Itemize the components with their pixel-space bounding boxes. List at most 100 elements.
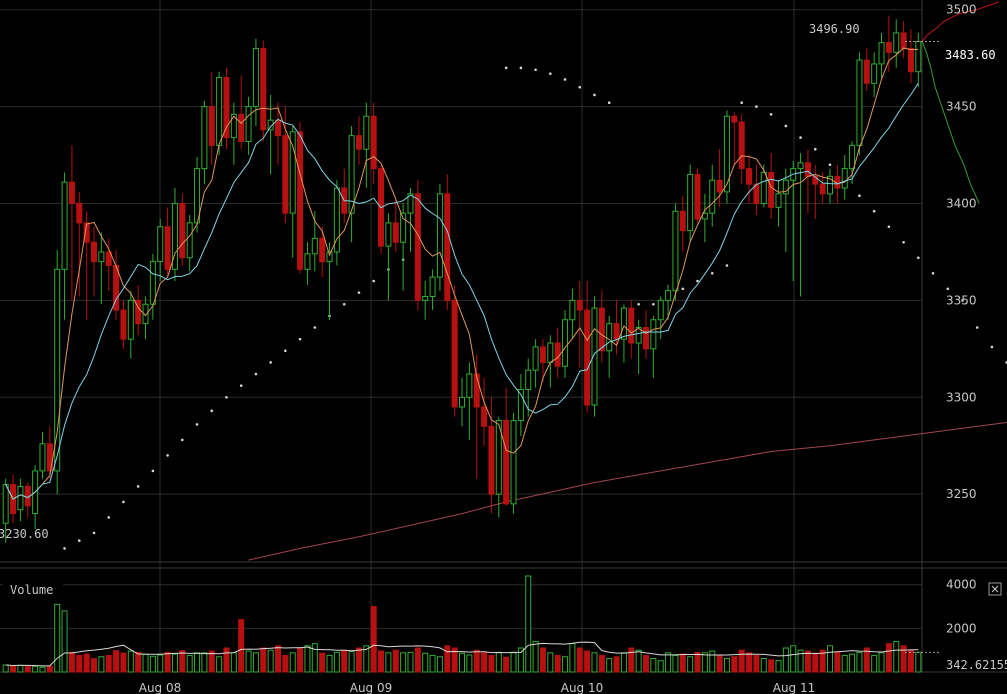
sar-dot <box>151 469 155 473</box>
volume-bar <box>260 647 267 673</box>
sar-dot <box>769 113 773 116</box>
candle-up <box>39 443 46 472</box>
volume-bar <box>274 645 282 673</box>
sar-dot <box>961 299 964 302</box>
candle-down <box>68 181 75 204</box>
candle-up <box>591 307 598 406</box>
close-box[interactable] <box>988 582 1002 596</box>
candle-up <box>245 106 252 142</box>
sar-dot <box>549 72 552 75</box>
candle-up <box>709 179 716 214</box>
volume-bar <box>289 652 296 673</box>
sar-dot <box>578 85 582 89</box>
moving-averages <box>5 47 919 500</box>
candle-down <box>768 171 775 208</box>
volume-bar <box>230 652 237 673</box>
sar-dot <box>563 78 567 81</box>
candle-up <box>201 106 208 170</box>
candle-down <box>370 115 377 170</box>
volume-bar <box>775 660 782 673</box>
sar-dot <box>181 438 184 442</box>
candle-up <box>495 420 502 495</box>
sar-dot <box>902 240 905 244</box>
volume-bar <box>414 647 421 673</box>
volume-bar <box>782 647 789 673</box>
sar-dot <box>284 349 287 353</box>
candle-down <box>260 47 267 131</box>
candle-down <box>223 77 230 139</box>
volume-bar <box>149 655 156 673</box>
candle-up <box>466 373 473 398</box>
candle-up <box>289 131 296 214</box>
sar-dot <box>593 93 596 97</box>
sar-dot <box>342 302 346 306</box>
volume-bar <box>208 650 215 673</box>
volume-bar <box>768 659 775 673</box>
volume-bar <box>797 649 804 673</box>
volume-bar <box>488 654 495 673</box>
volume-bar <box>326 654 333 673</box>
volume-bar <box>481 652 488 673</box>
candle-up <box>525 369 532 391</box>
volume-bar <box>90 658 98 673</box>
volume-bar <box>2 664 9 673</box>
volume-bar <box>878 652 885 673</box>
candle-down <box>105 251 112 266</box>
last-price-tag: 3483.60 <box>945 48 996 62</box>
volume-bar <box>510 652 517 673</box>
candle-down <box>642 327 650 350</box>
sar-dot <box>298 337 302 341</box>
volume-bar <box>871 654 878 673</box>
volume-bar <box>790 645 797 673</box>
sar-dot <box>828 163 832 167</box>
candle-down <box>885 42 892 53</box>
volume-bar <box>628 647 635 673</box>
volume-bar <box>716 654 723 673</box>
volume-bar <box>466 654 473 673</box>
volume-close-button[interactable] <box>988 582 1002 596</box>
sar-dot <box>504 66 508 70</box>
volume-bar <box>503 656 510 673</box>
date-tick-label: Aug 09 <box>350 681 393 694</box>
candle-up <box>657 299 664 321</box>
price-tick-label: 3300 <box>946 390 977 404</box>
candle-up <box>532 346 539 371</box>
volume-tick-label: 4000 <box>946 578 977 592</box>
sar-dot <box>313 326 317 329</box>
sar-dot <box>725 264 729 267</box>
volume-bar <box>341 649 348 673</box>
price-tick-label: 3250 <box>946 487 977 501</box>
candle-down <box>164 226 171 270</box>
candle-down <box>481 406 488 427</box>
close-icon[interactable] <box>991 585 999 593</box>
candle-down <box>819 183 826 195</box>
candle-down <box>238 113 245 142</box>
volume-bar <box>333 651 340 673</box>
candle-up <box>672 210 679 292</box>
candle-down <box>746 168 753 185</box>
volume-bar <box>458 652 466 673</box>
sar-dot <box>887 225 891 229</box>
candle-up <box>17 485 24 511</box>
volume-bar <box>885 643 892 673</box>
sar-dot <box>784 124 788 128</box>
candle-up <box>871 63 878 84</box>
volume-bar <box>238 619 245 673</box>
candle-up <box>252 47 259 108</box>
volume-bar <box>46 665 53 673</box>
volume-bar <box>422 652 429 673</box>
candle-up <box>326 251 333 263</box>
candle-down <box>282 135 289 214</box>
candle-up <box>2 483 9 524</box>
sar-dot <box>92 531 96 535</box>
depth-chart <box>905 1 1000 204</box>
candle-up <box>363 115 370 150</box>
sar-dot <box>107 516 111 519</box>
candle-up <box>665 290 672 301</box>
volume-bar <box>194 652 201 673</box>
candle-down <box>863 59 870 84</box>
candle-down <box>414 193 421 301</box>
volume-bar <box>856 651 863 673</box>
chart-grid <box>0 0 1007 673</box>
candle-up <box>333 187 340 253</box>
